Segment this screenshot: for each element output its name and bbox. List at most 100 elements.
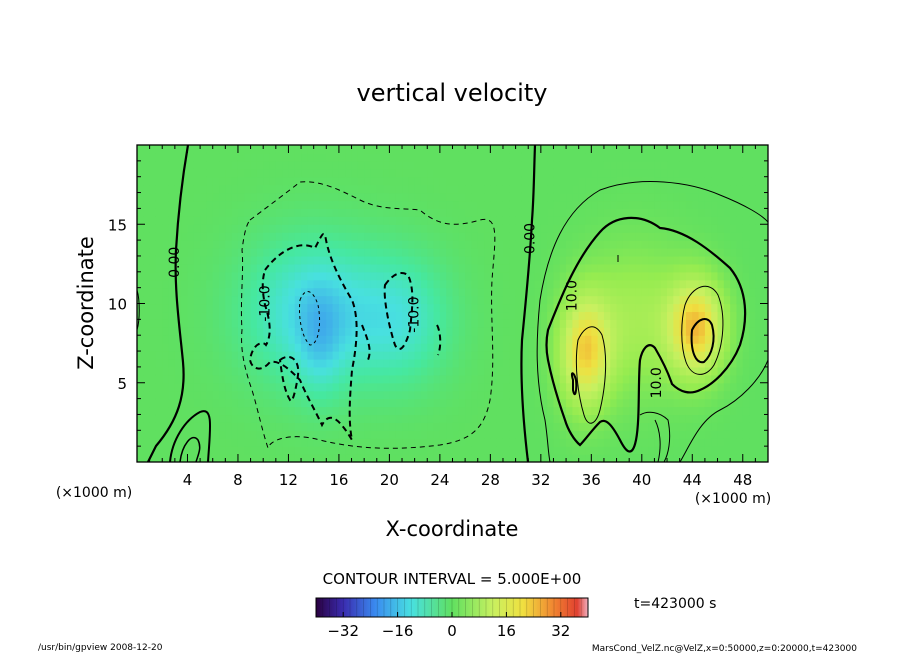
heatmap-cell [528, 168, 536, 178]
heatmap-cell [282, 287, 290, 297]
heatmap-cell [294, 263, 302, 273]
heatmap-cell [723, 192, 731, 202]
heatmap-cell [351, 232, 359, 241]
heatmap-cell [730, 303, 738, 313]
heatmap-cell [673, 430, 681, 439]
heatmap-cell [490, 248, 498, 257]
heatmap-cell [515, 311, 523, 320]
heatmap-cell [660, 279, 668, 289]
heatmap-cell [319, 232, 327, 241]
heatmap-cell [534, 287, 542, 297]
heatmap-cell [364, 287, 372, 297]
heatmap-cell [162, 366, 170, 376]
heatmap-cell [389, 398, 397, 408]
heatmap-cell [408, 279, 416, 289]
heatmap-cell [174, 255, 182, 265]
heatmap-cell [326, 422, 334, 431]
heatmap-cell [408, 240, 416, 249]
heatmap-cell [137, 224, 144, 233]
heatmap-cell [433, 414, 441, 423]
heatmap-cell [414, 446, 422, 455]
heatmap-cell [370, 192, 378, 202]
heatmap-cell [319, 343, 327, 352]
heatmap-cell [402, 200, 409, 209]
heatmap-cell [307, 287, 315, 297]
heatmap-cell [364, 374, 372, 384]
heatmap-cell [376, 319, 384, 328]
heatmap-cell [458, 398, 466, 408]
heatmap-cell [755, 240, 763, 249]
heatmap-cell [465, 327, 473, 336]
heatmap-cell [149, 311, 157, 320]
heatmap-cell [711, 263, 719, 273]
heatmap-cell [458, 232, 466, 241]
heatmap-cell [723, 319, 731, 328]
heatmap-cell [692, 390, 700, 400]
heatmap-cell [162, 271, 170, 281]
heatmap-cell [427, 319, 435, 328]
heatmap-cell [439, 240, 447, 249]
heatmap-cell [654, 145, 662, 154]
heatmap-cell [219, 319, 226, 328]
heatmap-cell [155, 303, 163, 313]
heatmap-cell [427, 232, 435, 241]
heatmap-cell [427, 216, 435, 225]
heatmap-cell [282, 232, 290, 241]
heatmap-cell [559, 184, 567, 194]
heatmap-cell [370, 335, 378, 344]
heatmap-cell [585, 287, 592, 297]
heatmap-cell [553, 374, 561, 384]
heatmap-cell [294, 168, 302, 178]
heatmap-cell [212, 327, 220, 336]
heatmap-cell [181, 240, 189, 249]
heatmap-cell [660, 200, 668, 209]
heatmap-cell [187, 200, 195, 209]
heatmap-cell [730, 184, 738, 194]
heatmap-cell [471, 366, 479, 376]
heatmap-cell [155, 176, 163, 186]
heatmap-cell [648, 446, 656, 455]
heatmap-cell [704, 152, 712, 162]
heatmap-cell [357, 343, 365, 352]
heatmap-cell [338, 200, 346, 209]
heatmap-cell [275, 200, 283, 209]
heatmap-cell [351, 303, 359, 313]
heatmap-cell [402, 287, 409, 297]
heatmap-cell [427, 430, 435, 439]
heatmap-cell [326, 152, 334, 162]
heatmap-cell [730, 160, 738, 170]
heatmap-cell [149, 438, 157, 447]
heatmap-cell [515, 430, 523, 439]
heatmap-cell [730, 232, 738, 241]
heatmap-cell [660, 335, 668, 344]
heatmap-cell [673, 208, 681, 217]
heatmap-cell [212, 390, 220, 400]
heatmap-cell [288, 208, 296, 217]
heatmap-cell [225, 358, 233, 368]
heatmap-cell [566, 295, 573, 305]
heatmap-cell [610, 335, 618, 344]
heatmap-cell [667, 366, 674, 376]
heatmap-cell [269, 406, 277, 416]
heatmap-cell [685, 263, 693, 273]
heatmap-cell [509, 390, 517, 400]
heatmap-cell [521, 454, 529, 462]
heatmap-cell [351, 192, 359, 202]
heatmap-cell [149, 263, 157, 273]
heatmap-cell [427, 279, 435, 289]
heatmap-cell [553, 343, 561, 352]
heatmap-cell [622, 200, 630, 209]
heatmap-cell [244, 390, 252, 400]
heatmap-cell [357, 263, 365, 273]
heatmap-cell [578, 279, 586, 289]
heatmap-cell [648, 414, 656, 423]
heatmap-cell [282, 192, 290, 202]
heatmap-cell [591, 398, 599, 408]
heatmap-cell [755, 311, 763, 320]
heatmap-cell [484, 287, 491, 297]
heatmap-cell [692, 160, 700, 170]
heatmap-cell [477, 279, 485, 289]
heatmap-cell [629, 248, 637, 257]
heatmap-cell [749, 176, 756, 186]
heatmap-cell [439, 430, 447, 439]
